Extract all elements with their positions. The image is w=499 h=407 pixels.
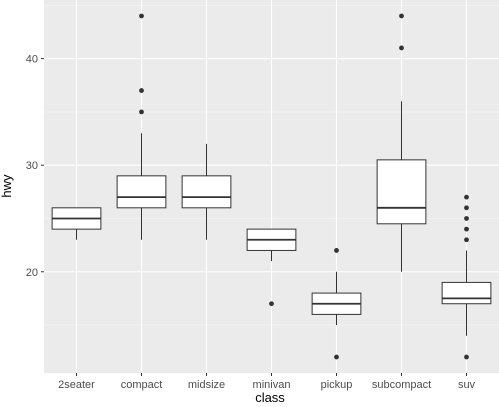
outlier-point: [464, 194, 469, 200]
outlier-point: [399, 45, 404, 51]
x-tick-label: 2seater: [58, 379, 95, 391]
y-axis: 20 30 40: [26, 54, 44, 279]
box-2seater: [51, 207, 102, 240]
x-tick-label: compact: [121, 379, 163, 391]
x-tick-label: pickup: [321, 379, 353, 391]
outlier-point: [399, 13, 404, 19]
outlier-point: [334, 248, 339, 253]
box-suv: [441, 194, 492, 360]
box-iqr: [181, 175, 232, 209]
y-tick-label: 30: [26, 160, 38, 172]
y-axis-title: hwy: [0, 174, 14, 198]
x-tick-label: suv: [458, 379, 476, 391]
outlier-point: [334, 354, 339, 360]
outlier-point: [464, 205, 469, 211]
outlier-point: [464, 354, 469, 360]
box-subcompact: [376, 13, 427, 272]
x-axis: 2seater compact midsize minivan pickup subcom…: [58, 373, 476, 391]
outlier-point: [139, 13, 144, 19]
outlier-point: [139, 109, 144, 115]
outlier-point: [139, 88, 144, 93]
x-tick-label: minivan: [253, 379, 291, 391]
boxes-layer: [51, 13, 492, 360]
outlier-point: [464, 216, 469, 221]
x-tick-label: subcompact: [372, 379, 431, 391]
x-tick-label: midsize: [188, 379, 225, 391]
outlier-point: [269, 301, 274, 307]
outlier-point: [464, 226, 469, 232]
box-midsize: [181, 143, 232, 240]
outlier-point: [464, 237, 469, 243]
box-iqr: [441, 281, 492, 305]
y-tick-label: 40: [26, 54, 38, 66]
box-minivan: [246, 228, 297, 307]
x-axis-title: class: [255, 390, 285, 405]
box-iqr: [376, 159, 427, 225]
box-iqr: [116, 175, 167, 209]
box-compact: [116, 13, 167, 240]
box-pickup: [311, 248, 362, 360]
y-tick-label: 20: [26, 267, 38, 279]
